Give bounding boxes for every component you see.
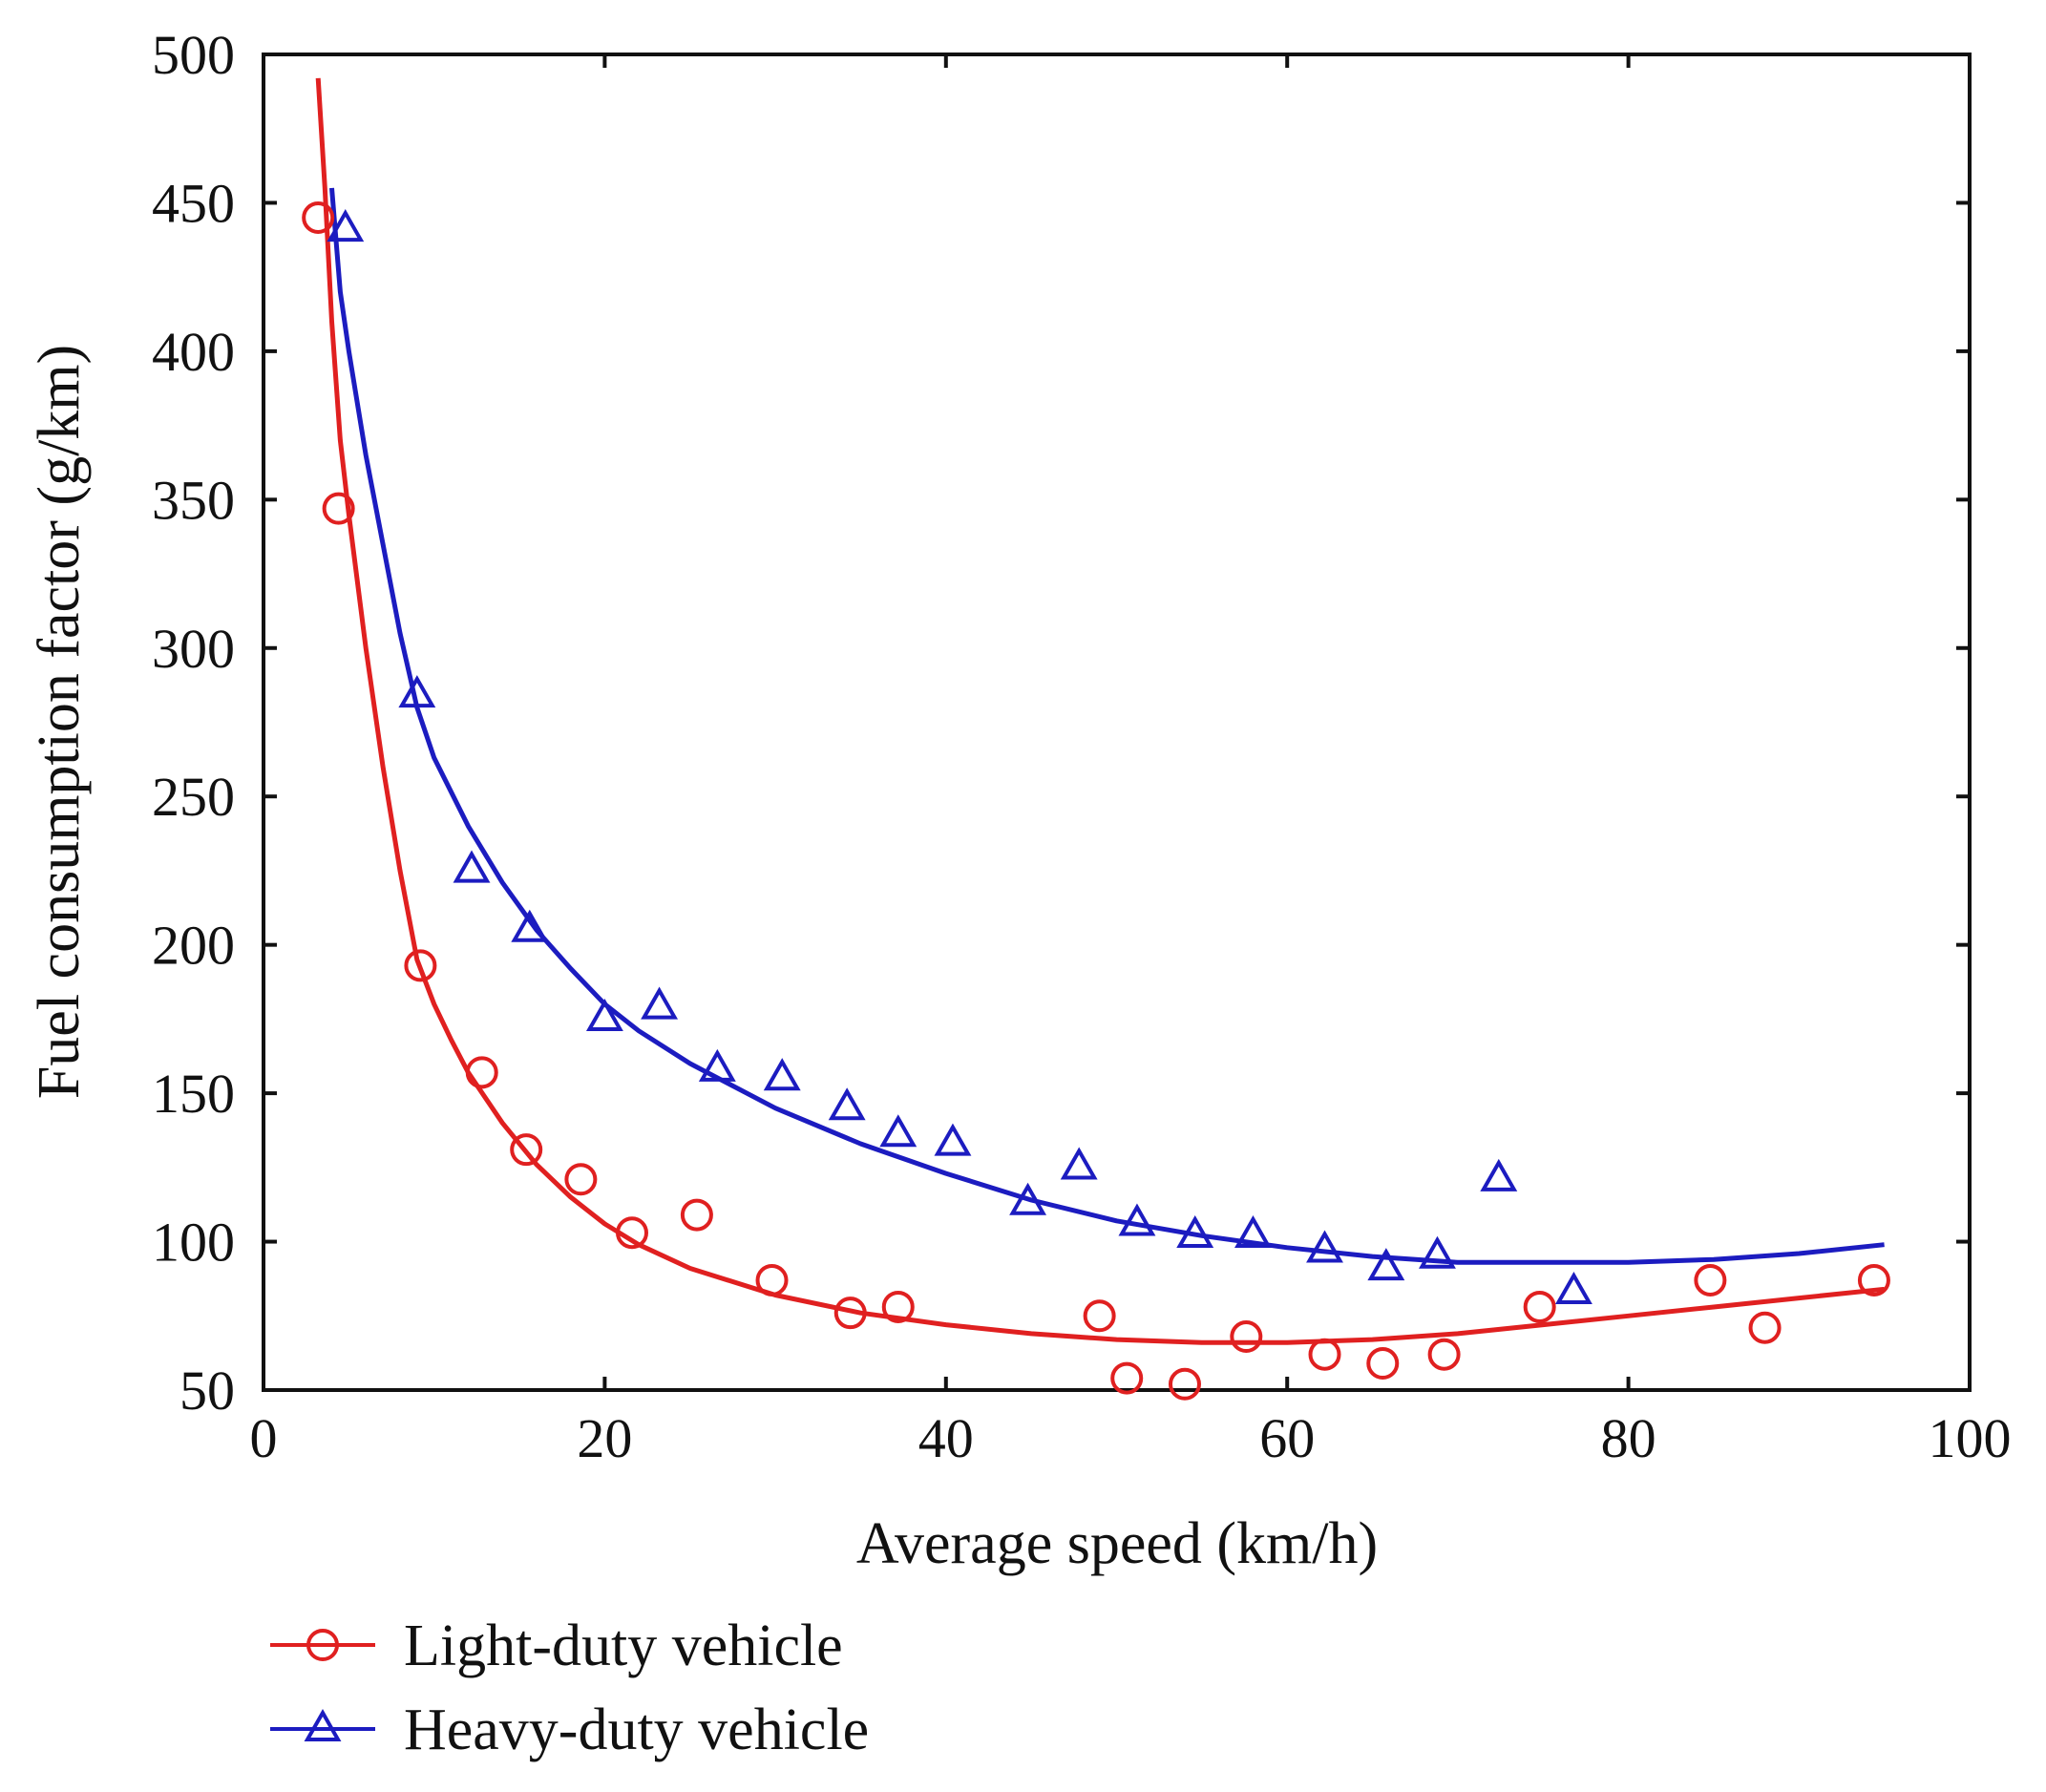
y-axis-label: Fuel consumption factor (g/km) [27,345,92,1099]
plot-frame [262,53,1972,1392]
data-point-heavy-duty [511,909,549,942]
data-point-light-duty [404,949,437,982]
data-point-light-duty [1523,1290,1556,1323]
y-tick-label: 50 [179,1360,235,1422]
y-tick-label: 250 [152,766,235,828]
data-point-heavy-duty [1060,1147,1098,1180]
legend: Light-duty vehicle Heavy-duty vehicle [270,1613,869,1762]
data-point-heavy-duty [698,1048,736,1082]
data-point-light-duty [564,1163,598,1196]
legend-entry-heavy-duty: Heavy-duty vehicle [270,1697,869,1762]
data-point-heavy-duty [641,986,679,1020]
data-point-light-duty [1427,1338,1461,1371]
y-tick-label: 450 [152,172,235,234]
data-point-light-duty [510,1133,543,1167]
data-point-light-duty [615,1216,648,1250]
y-tick-labels: 50 100 150 200 250 300 350 400 450 500 [152,24,235,1422]
data-point-light-duty [1230,1320,1263,1354]
data-point-heavy-duty [879,1114,918,1148]
data-point-light-duty [833,1297,867,1330]
x-tick-label: 80 [1601,1407,1656,1469]
x-tick-labels: 0 20 40 60 80 100 [250,1407,2012,1469]
data-point-light-duty [302,200,335,234]
data-point-light-duty [322,492,355,525]
data-point-heavy-duty [763,1058,801,1091]
data-point-light-duty [1308,1338,1341,1371]
data-point-heavy-duty [1009,1182,1047,1215]
data-point-light-duty [1857,1263,1890,1297]
data-point-light-duty [881,1290,915,1323]
data-point-heavy-duty [934,1123,972,1156]
data-point-light-duty [755,1263,789,1297]
y-tick-label: 500 [152,24,235,86]
y-tick-label: 300 [152,618,235,680]
data-point-heavy-duty [1118,1203,1156,1236]
x-axis-label: Average speed (km/h) [856,1511,1378,1576]
legend-marker-light-duty [306,1629,339,1661]
legend-label-light-duty: Light-duty vehicle [404,1613,843,1678]
legend-label-heavy-duty: Heavy-duty vehicle [404,1697,869,1762]
data-point-heavy-duty [1554,1272,1593,1305]
data-point-light-duty [1748,1311,1782,1344]
data-point-light-duty [1083,1299,1116,1333]
y-tick-label: 150 [152,1063,235,1125]
data-point-light-duty [680,1198,713,1232]
y-tick-label: 350 [152,469,235,531]
data-point-light-duty [1168,1367,1201,1401]
fit-curves [315,77,1885,1345]
x-tick-label: 100 [1929,1407,2012,1469]
data-point-heavy-duty [1480,1158,1518,1191]
axis-ticks [262,53,1972,1392]
y-tick-label: 100 [152,1212,235,1274]
y-tick-label: 400 [152,321,235,383]
fit-curve-light-duty [315,77,1885,1345]
data-point-heavy-duty [1234,1214,1272,1248]
data-markers [302,200,1890,1401]
x-tick-label: 20 [577,1407,632,1469]
data-point-heavy-duty [327,209,365,242]
data-point-heavy-duty [1419,1235,1456,1269]
data-point-heavy-duty [828,1087,866,1121]
data-point-heavy-duty [398,675,436,708]
data-point-heavy-duty [1306,1230,1343,1263]
x-tick-label: 40 [918,1407,974,1469]
fit-curve-heavy-duty [329,187,1885,1265]
y-tick-label: 200 [152,915,235,977]
data-point-heavy-duty [585,998,623,1032]
x-tick-label: 60 [1259,1407,1315,1469]
data-point-light-duty [1366,1347,1400,1381]
x-tick-label: 0 [250,1407,278,1469]
data-point-heavy-duty [1367,1248,1405,1281]
legend-entry-light-duty: Light-duty vehicle [270,1613,843,1678]
legend-marker-heavy-duty [304,1708,342,1741]
data-point-heavy-duty [1176,1214,1214,1248]
data-point-light-duty [1694,1263,1727,1297]
data-point-heavy-duty [453,850,491,883]
data-point-light-duty [465,1056,498,1089]
data-point-light-duty [1110,1361,1144,1395]
